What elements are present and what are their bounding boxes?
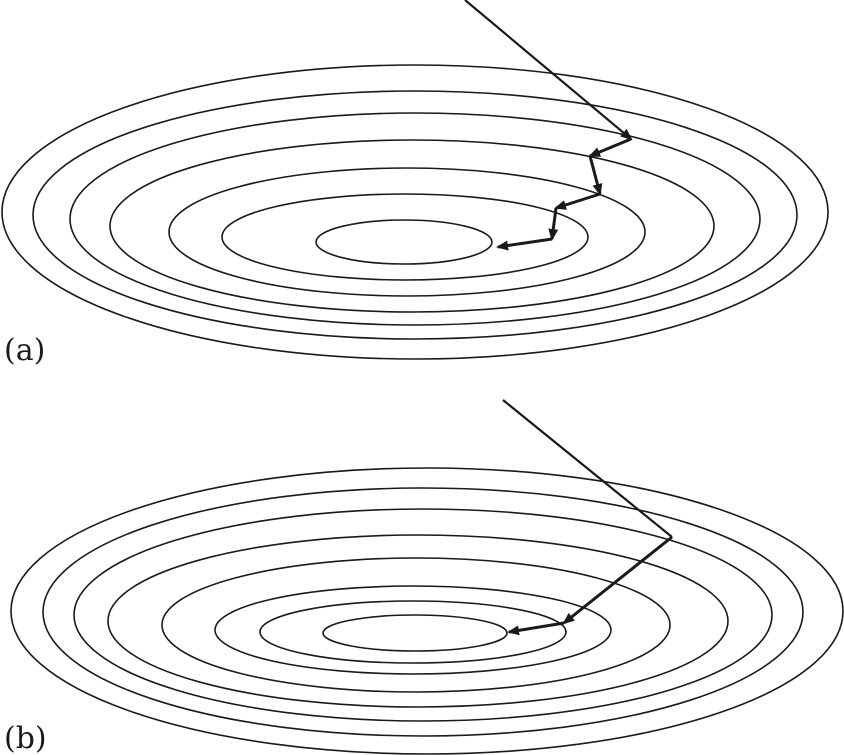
- panel-b-contour-7: [259, 600, 567, 664]
- panel-b-step-1: [562, 535, 673, 625]
- panel-a-entry-line: [464, 0, 633, 141]
- panel-a-step-1: [588, 137, 632, 158]
- panel-b-contour-2: [42, 487, 804, 737]
- panel-a-contour-1: [1, 64, 829, 360]
- panel-b-label: (b): [4, 721, 47, 755]
- panel-a-step-2: [588, 155, 603, 196]
- panel-a-label: (a): [4, 333, 45, 368]
- panel-a-contour-2: [32, 90, 798, 340]
- panel-a-contour-7: [315, 219, 493, 265]
- panel-b-entry-line: [502, 399, 673, 538]
- panel-b-contour-3: [73, 508, 773, 722]
- panel-b-contours: [10, 467, 844, 755]
- panel-a-descent-path: [464, 0, 633, 251]
- panel-b-contour-8: [322, 614, 508, 652]
- panel-a-contour-6: [221, 193, 589, 281]
- panel-b-contour-6: [214, 585, 612, 675]
- panel-b-contour-5: [161, 557, 671, 693]
- panel-b: (b): [4, 399, 844, 755]
- panel-b-contour-4: [107, 534, 729, 708]
- panel-a: (a): [1, 0, 829, 368]
- panel-a-step-3: [554, 192, 601, 210]
- panel-a-contours: [1, 64, 829, 360]
- panel-a-contour-3: [69, 112, 761, 326]
- panel-a-step-4: [548, 207, 559, 241]
- panel-b-step-2: [507, 621, 565, 636]
- panel-a-contour-4: [109, 139, 715, 313]
- panel-a-contour-5: [168, 167, 646, 297]
- panel-a-step-5: [496, 237, 553, 251]
- panel-b-contour-1: [10, 467, 844, 755]
- panel-b-descent-path: [502, 399, 673, 636]
